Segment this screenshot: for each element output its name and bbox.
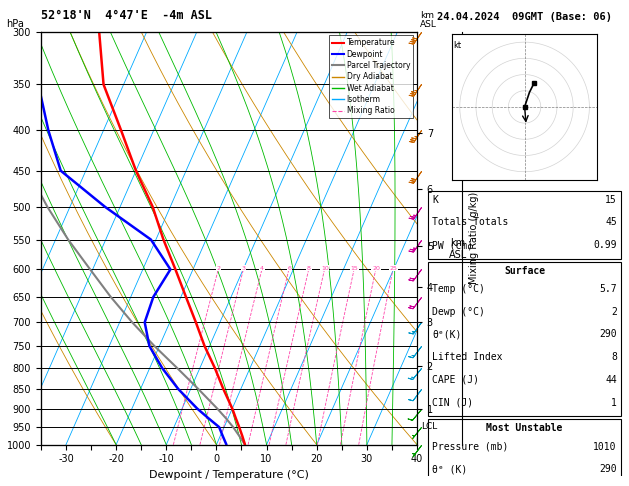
Text: 2: 2 (216, 266, 221, 271)
Text: 15: 15 (350, 266, 358, 271)
Text: 6: 6 (287, 266, 291, 271)
Text: CIN (J): CIN (J) (432, 398, 474, 408)
X-axis label: Dewpoint / Temperature (°C): Dewpoint / Temperature (°C) (149, 470, 309, 480)
Y-axis label: km
ASL: km ASL (449, 238, 467, 260)
Legend: Temperature, Dewpoint, Parcel Trajectory, Dry Adiabat, Wet Adiabat, Isotherm, Mi: Temperature, Dewpoint, Parcel Trajectory… (329, 35, 413, 118)
Text: 2: 2 (611, 307, 617, 317)
Text: 5.7: 5.7 (599, 284, 617, 294)
Text: θᵉ(K): θᵉ(K) (432, 330, 462, 339)
Text: Totals Totals: Totals Totals (432, 217, 509, 227)
Text: 3: 3 (242, 266, 246, 271)
Text: kt: kt (454, 40, 462, 50)
Text: Most Unstable: Most Unstable (486, 423, 563, 434)
Text: Surface: Surface (504, 266, 545, 276)
Text: Pressure (mb): Pressure (mb) (432, 442, 509, 451)
Text: 290: 290 (599, 330, 617, 339)
Text: Dewp (°C): Dewp (°C) (432, 307, 485, 317)
Text: 24.04.2024  09GMT (Base: 06): 24.04.2024 09GMT (Base: 06) (437, 12, 612, 22)
Text: θᵉ (K): θᵉ (K) (432, 464, 467, 474)
Text: 4: 4 (260, 266, 264, 271)
Text: km
ASL: km ASL (420, 11, 437, 29)
Text: 0.99: 0.99 (593, 240, 617, 250)
Text: 45: 45 (605, 217, 617, 227)
Text: 10: 10 (321, 266, 328, 271)
Text: 8: 8 (611, 352, 617, 362)
Text: 8: 8 (307, 266, 311, 271)
Text: Temp (°C): Temp (°C) (432, 284, 485, 294)
Text: 52°18'N  4°47'E  -4m ASL: 52°18'N 4°47'E -4m ASL (41, 9, 212, 22)
Text: K: K (432, 194, 438, 205)
Text: Lifted Index: Lifted Index (432, 352, 503, 362)
Text: 20: 20 (372, 266, 380, 271)
Text: 290: 290 (599, 464, 617, 474)
Text: CAPE (J): CAPE (J) (432, 375, 479, 385)
Text: hPa: hPa (6, 19, 24, 29)
Text: 1: 1 (611, 398, 617, 408)
Text: 44: 44 (605, 375, 617, 385)
Text: PW (cm): PW (cm) (432, 240, 474, 250)
Text: 1010: 1010 (593, 442, 617, 451)
Text: 25: 25 (389, 266, 397, 271)
Text: LCL: LCL (421, 422, 437, 431)
Text: 15: 15 (605, 194, 617, 205)
Y-axis label: Mixing Ratio (g/kg): Mixing Ratio (g/kg) (469, 192, 479, 284)
